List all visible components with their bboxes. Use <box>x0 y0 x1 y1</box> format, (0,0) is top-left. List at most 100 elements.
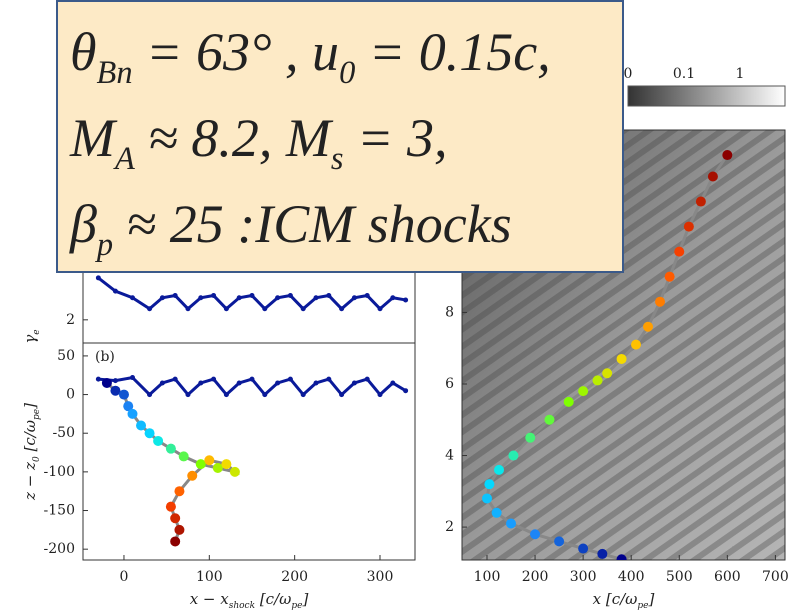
y-axis-label-part: γ <box>21 335 39 344</box>
trajectory-point <box>236 380 242 386</box>
trajectory-point <box>112 288 118 294</box>
trajectory-point <box>390 295 396 301</box>
text-box-line: MA ≈ 8.2, Ms = 3, <box>69 108 447 177</box>
colorbar-tick-label: 0.1 <box>673 66 695 82</box>
trajectory-point <box>185 306 191 312</box>
trajectory-point <box>178 451 189 462</box>
text-box-line-part: β <box>69 194 97 254</box>
trajectory-point <box>339 392 345 398</box>
y-tick-label: -100 <box>44 464 75 480</box>
trajectory-point <box>602 368 613 379</box>
trajectory-point <box>112 378 118 384</box>
trajectory-point <box>506 518 517 529</box>
trajectory-point <box>481 493 492 504</box>
trajectory-point <box>127 408 138 419</box>
trajectory-point <box>494 464 505 475</box>
trajectory-point <box>229 466 240 477</box>
x-axis-label-part: shock <box>229 601 255 611</box>
x-tick-label: 500 <box>666 569 693 585</box>
x-tick-label: 400 <box>618 569 645 585</box>
y-tick-label: 0 <box>66 387 75 403</box>
trajectory-point <box>211 293 217 299</box>
trajectory-point <box>165 501 176 512</box>
x-axis-label-part: x [c/ω <box>593 590 638 608</box>
colorbar-tick-label: 0 <box>624 66 633 82</box>
trajectory-point <box>554 536 565 547</box>
trajectory-point <box>707 171 718 182</box>
trajectory-point <box>377 306 383 312</box>
trajectory-point <box>174 524 185 535</box>
y-axis-label: z − z0 [c/ωpe] <box>21 403 42 501</box>
trajectory-point <box>136 420 147 431</box>
y-tick-label: -200 <box>44 541 75 557</box>
y-tick-label: 6 <box>445 376 454 392</box>
trajectory-point <box>326 293 332 299</box>
colorbar-tick-label: 1 <box>736 66 745 82</box>
trajectory-point <box>630 339 641 350</box>
trajectory-point <box>287 376 293 382</box>
text-box-line: θBn = 63° , u0 = 0.15c, <box>70 22 551 91</box>
x-tick-label: 200 <box>281 569 308 585</box>
text-box-line: βp ≈ 25 :ICM shocks <box>69 194 512 263</box>
y-tick-label: -150 <box>44 503 75 519</box>
x-tick-label: 100 <box>196 569 223 585</box>
trajectory-point <box>722 150 733 161</box>
y-axis-label-part: [c/ω <box>21 420 39 456</box>
trajectory-point <box>187 470 198 481</box>
trajectory-point <box>195 459 206 470</box>
x-axis-label-part: ] <box>301 590 308 608</box>
x-axis-label: x [c/ωpe] <box>593 590 655 611</box>
overlay: θBn = 63° , u0 = 0.15c, MA ≈ 8.2, Ms = 3,… <box>56 0 624 273</box>
x-tick-label: 300 <box>570 569 597 585</box>
y-axis-label-part: 0 <box>32 456 42 462</box>
y-tick-label: 2 <box>445 519 454 535</box>
x-tick-label: 700 <box>762 569 789 585</box>
x-axis-label-part: ] <box>648 590 655 608</box>
trajectory-point <box>211 376 217 382</box>
x-tick-label: 100 <box>474 569 501 585</box>
trajectory-point <box>377 392 383 398</box>
y-tick-label: 2 <box>66 312 75 328</box>
trajectory-point <box>249 376 255 382</box>
trajectory-point <box>530 529 541 540</box>
trajectory-point <box>674 246 685 257</box>
trajectory-point <box>249 293 255 299</box>
trajectory-point <box>170 536 181 547</box>
text-box-line-part: ≈ 8.2, M <box>135 108 334 168</box>
trajectory-point <box>326 376 332 382</box>
text-box-line-part: M <box>69 108 118 168</box>
trajectory-point <box>508 450 519 461</box>
trajectory-point <box>616 554 627 560</box>
y-tick-label: 50 <box>57 348 75 364</box>
text-box-line-part: A <box>113 141 135 177</box>
trajectory-point <box>95 275 101 281</box>
trajectory-point <box>221 459 232 470</box>
trajectory-point <box>563 396 574 407</box>
y-axis-label-part: pe <box>32 409 42 420</box>
y-axis-label-part: e <box>32 329 42 334</box>
trajectory-point <box>390 380 396 386</box>
text-box-line-part: = 63° , u <box>133 22 340 82</box>
y-axis-label: γe <box>21 329 42 343</box>
trajectory-point <box>172 376 178 382</box>
trajectory-point <box>484 479 495 490</box>
y-tick-label: 4 <box>445 448 454 464</box>
trajectory-point <box>130 295 136 301</box>
trajectory-point <box>147 392 153 398</box>
text-box-line-part: = 0.15c, <box>355 22 550 82</box>
series-group <box>481 150 733 560</box>
trajectory-point <box>204 455 215 466</box>
trajectory-point <box>664 271 675 282</box>
trajectory-point <box>313 380 319 386</box>
colorbar <box>627 85 786 107</box>
axes-frame <box>82 342 416 561</box>
trajectory-point <box>683 221 694 232</box>
y-tick-label: 8 <box>445 304 454 320</box>
trajectory-point <box>101 377 112 388</box>
trajectory-point <box>198 380 204 386</box>
trajectory-point <box>174 486 185 497</box>
trajectory-point <box>275 295 281 301</box>
y-axis-label-part: ] <box>21 403 39 410</box>
x-tick-label: 600 <box>714 569 741 585</box>
